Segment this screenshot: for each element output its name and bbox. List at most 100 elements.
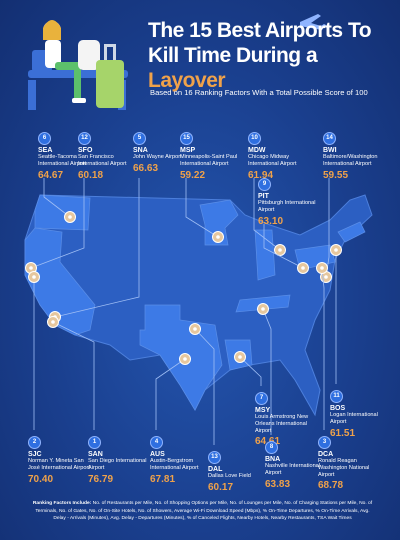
- airport-label: 5 SNA John Wayne Airport 66.63: [133, 126, 205, 174]
- pin-dot: [51, 320, 55, 324]
- rank: 6: [38, 132, 51, 145]
- airport-code: AUS: [150, 451, 165, 458]
- pin-dot: [320, 266, 324, 270]
- leader-line: [239, 356, 262, 386]
- pin-dot: [216, 235, 220, 239]
- rank: 3: [318, 436, 331, 449]
- airport-code: DCA: [318, 451, 334, 458]
- score: 68.78: [318, 480, 344, 492]
- rank: 4: [150, 436, 163, 449]
- score: 70.40: [28, 473, 54, 485]
- airport-name: Norman Y. Mineta San José International …: [28, 458, 90, 471]
- airport-name: Seattle-Tacoma International Airport: [38, 154, 87, 167]
- airport-label: 12 SFO San Francisco International Airport…: [78, 126, 150, 181]
- airport-label: 1 SAN San Diego International Airport 76.79: [88, 430, 160, 485]
- title-highlight: Layover: [148, 69, 226, 92]
- score: 76.79: [88, 473, 114, 485]
- airport-name: San Diego International Airport: [88, 458, 147, 471]
- airport-label: 6 SEA Seattle-Tacoma International Airport…: [38, 126, 110, 181]
- airport-name: Dallas Love Field: [208, 473, 251, 479]
- score: 63.83: [265, 478, 291, 490]
- pin-dot: [32, 275, 36, 279]
- airport-code: SFO: [78, 147, 93, 154]
- airport-label: 2 SJC Norman Y. Mineta San José Internatio…: [28, 430, 100, 485]
- rank: 1: [88, 436, 101, 449]
- airport-name: Minneapolis-Saint Paul International Air…: [180, 154, 238, 167]
- leader-line: [43, 178, 71, 218]
- score: 64.67: [38, 169, 64, 181]
- airport-code: BNA: [265, 456, 281, 463]
- rank: 13: [208, 451, 221, 464]
- leader-line: [263, 224, 304, 269]
- pin-dot: [183, 357, 187, 361]
- airport-label: 15 MSP Minneapolis-Saint Paul Internationa…: [180, 126, 252, 181]
- airport-name: Logan International Airport: [330, 412, 378, 425]
- airport-code: MDW: [248, 147, 266, 154]
- airport-code: PIT: [258, 193, 269, 200]
- pin-dot: [193, 327, 197, 331]
- airport-name: San Francisco International Airport: [78, 154, 127, 167]
- pin-dot: [29, 266, 33, 270]
- airport-name: Pittsburgh International Airport: [258, 200, 316, 213]
- rank: 7: [255, 392, 268, 405]
- leader-line: [155, 358, 186, 430]
- leader-line: [262, 308, 272, 435]
- us-map: [24, 194, 373, 417]
- airport-code: SJC: [28, 451, 42, 458]
- rank: 10: [248, 132, 261, 145]
- score: 67.81: [150, 473, 176, 485]
- rank: 11: [330, 390, 343, 403]
- title: The 15 Best Airports To Kill Time During…: [148, 18, 393, 93]
- pin-dot: [278, 248, 282, 252]
- leader-line: [30, 178, 85, 269]
- leader-line: [253, 178, 281, 251]
- airport-name: Austin-Bergstrom International Airport: [150, 458, 199, 471]
- score: 60.17: [208, 481, 234, 493]
- pin-dot: [324, 275, 328, 279]
- footer-label: Ranking Factors Include:: [32, 501, 92, 506]
- pin-dot: [301, 266, 305, 270]
- subtitle: Based on 16 Ranking Factors With a Total…: [150, 88, 368, 97]
- rank: 12: [78, 132, 91, 145]
- pin-dot: [238, 355, 242, 359]
- score: 59.55: [323, 169, 349, 181]
- airport-name: John Wayne Airport: [133, 154, 182, 160]
- airport-code: BWI: [323, 147, 337, 154]
- score: 60.18: [78, 169, 104, 181]
- airport-label: 9 PIT Pittsburgh International Airport 63.1…: [258, 172, 330, 227]
- score: 59.22: [180, 169, 206, 181]
- leader-line: [52, 321, 95, 430]
- airport-code: BOS: [330, 405, 346, 412]
- airport-label: 11 BOS Logan International Airport 61.51: [330, 384, 400, 439]
- title-text: The 15 Best Airports To Kill Time During…: [148, 19, 372, 67]
- airport-name: Baltimore/Washington International Airpo…: [323, 154, 378, 167]
- airport-code: SAN: [88, 451, 103, 458]
- airport-label: 13 DAL Dallas Love Field 60.17: [208, 445, 280, 493]
- pin-dot: [68, 215, 72, 219]
- airport-label: 14 BWI Baltimore/Washington International …: [323, 126, 395, 181]
- airport-code: SNA: [133, 147, 148, 154]
- pin-dot: [334, 248, 338, 252]
- airport-label: 7 MSY Louis Armstrong New Orleans Internat…: [255, 386, 327, 447]
- airport-label: 3 DCA Ronald Reagan Washington National Ai…: [318, 430, 390, 491]
- airport-label: 8 BNA Nashville International Airport 63.83: [265, 435, 337, 490]
- pin-dot: [261, 307, 265, 311]
- rank: 8: [265, 441, 278, 454]
- rank: 2: [28, 436, 41, 449]
- illustration: [28, 14, 326, 110]
- airport-code: SEA: [38, 147, 53, 154]
- airport-name: Ronald Reagan Washington National Airpor…: [318, 458, 370, 478]
- score: 63.10: [258, 215, 284, 227]
- leader-line: [185, 178, 219, 238]
- airport-code: MSP: [180, 147, 196, 154]
- rank: 15: [180, 132, 193, 145]
- score: 66.63: [133, 162, 159, 174]
- airport-name: Louis Armstrong New Orleans Internationa…: [255, 414, 309, 434]
- leader-line: [321, 267, 325, 430]
- rank: 9: [258, 178, 271, 191]
- rank: 5: [133, 132, 146, 145]
- footer-text: No. of Restaurants per Mile, No. of Shop…: [35, 501, 373, 522]
- score: 61.51: [330, 427, 356, 439]
